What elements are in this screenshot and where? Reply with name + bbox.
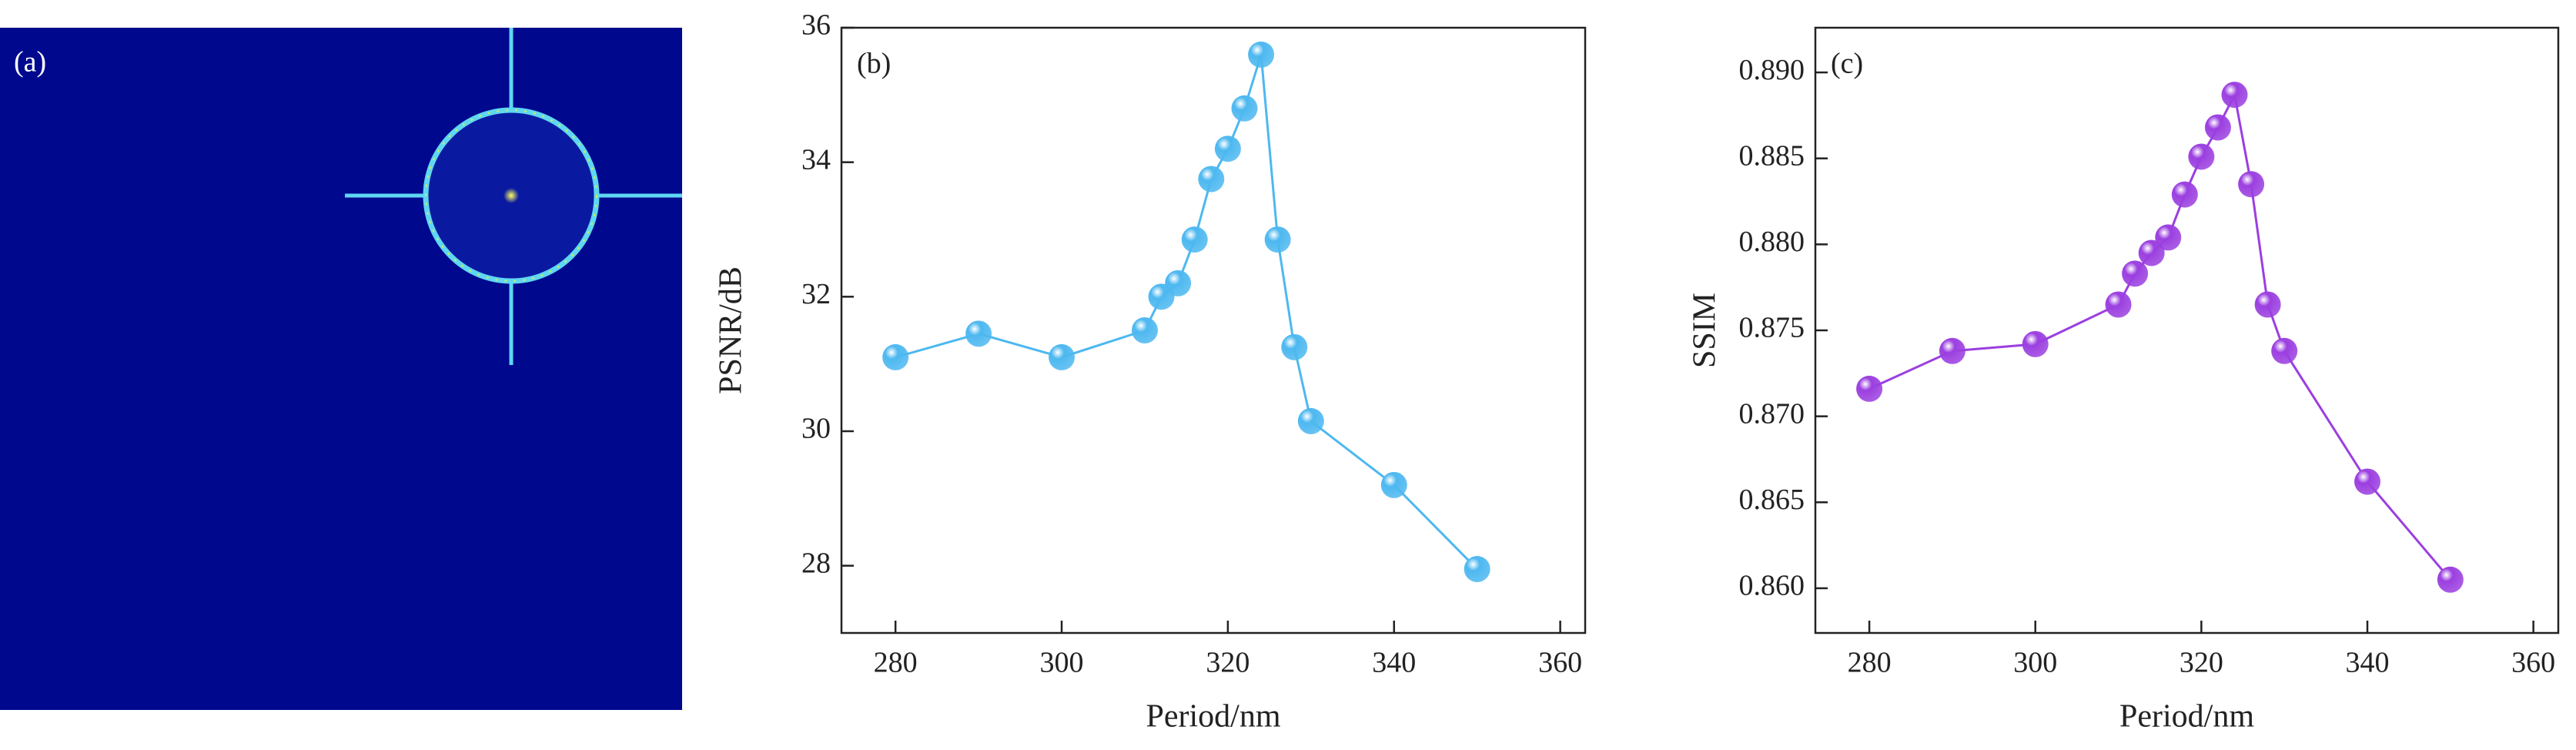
- data-point: [1264, 226, 1291, 253]
- y-tick-label: 0.880: [1739, 226, 1805, 258]
- panel-label: (a): [14, 46, 46, 79]
- data-point: [1464, 556, 1490, 583]
- data-point: [2122, 260, 2149, 287]
- y-tick-label: 34: [801, 143, 831, 176]
- y-tick-label: 0.865: [1739, 484, 1805, 516]
- x-axis-label: Period/nm: [2119, 699, 2254, 735]
- x-tick-label: 320: [1206, 647, 1250, 679]
- y-tick-label: 0.860: [1739, 570, 1805, 602]
- x-tick-label: 280: [1848, 647, 1892, 679]
- image-panel: (a): [0, 28, 682, 710]
- plot-frame: [840, 26, 1587, 634]
- data-point: [2022, 330, 2049, 357]
- panel-label: (c): [1831, 48, 1863, 80]
- data-point: [2171, 181, 2198, 208]
- y-tick-label: 36: [801, 9, 831, 42]
- y-tick-label: 0.875: [1739, 312, 1805, 344]
- data-point: [2138, 239, 2165, 266]
- y-tick-label: 30: [801, 413, 831, 445]
- x-tick-label: 340: [2346, 647, 2390, 679]
- data-point: [1198, 166, 1225, 193]
- x-tick-label: 340: [1372, 647, 1416, 679]
- y-axis-label: PSNR/dB: [714, 266, 749, 394]
- series-line: [1868, 91, 2451, 581]
- data-point: [2437, 566, 2464, 593]
- data-point: [2354, 468, 2381, 495]
- x-tick-label: 280: [874, 647, 918, 679]
- y-tick-label: 0.885: [1739, 139, 1805, 172]
- x-tick-label: 360: [2511, 647, 2555, 679]
- data-point: [2204, 114, 2231, 141]
- data-point: [965, 320, 992, 347]
- y-tick-label: 0.890: [1739, 54, 1805, 86]
- data-point: [1281, 333, 1308, 360]
- panel-label: (b): [857, 48, 891, 80]
- data-point: [1049, 343, 1076, 370]
- chart: 280 300 320 340 360 28 30 32 34 36 Period/nm PSNR/d…: [714, 9, 1587, 735]
- data-point: [2155, 224, 2182, 251]
- data-point: [1380, 471, 1407, 498]
- y-tick-label: 32: [801, 278, 831, 310]
- data-point: [882, 343, 909, 370]
- y-tick-label: 28: [801, 547, 831, 579]
- data-point: [1131, 317, 1158, 343]
- plot-frame: [1814, 26, 2560, 634]
- data-point: [1939, 337, 1965, 364]
- x-tick-label: 320: [2180, 647, 2223, 679]
- data-point: [1165, 270, 1192, 296]
- chart: 280 300 320 340 360 0.860 0.865 0.870 0.875 0.880…: [1688, 26, 2560, 735]
- y-axis-label: SSIM: [1688, 293, 1723, 368]
- y-tick-label: 0.870: [1739, 397, 1805, 430]
- center-spot: [503, 188, 519, 203]
- series-line: [895, 54, 1478, 571]
- data-point: [1214, 136, 1241, 162]
- data-point: [2271, 337, 2298, 364]
- data-point: [1231, 95, 1258, 122]
- data-point: [1297, 407, 1324, 434]
- x-tick-label: 300: [2013, 647, 2057, 679]
- ring-highlight: [425, 109, 597, 282]
- data-point: [1856, 375, 1883, 402]
- heatmap-background: [0, 28, 682, 710]
- data-point: [2105, 291, 2132, 318]
- data-point: [1248, 41, 1275, 68]
- data-point: [1181, 226, 1208, 253]
- data-point: [2188, 143, 2215, 170]
- x-axis-label: Period/nm: [1146, 699, 1281, 735]
- data-point: [2221, 82, 2248, 109]
- x-tick-label: 360: [1538, 647, 1582, 679]
- x-tick-label: 300: [1040, 647, 1084, 679]
- data-point: [2238, 171, 2265, 198]
- data-point: [2254, 291, 2281, 318]
